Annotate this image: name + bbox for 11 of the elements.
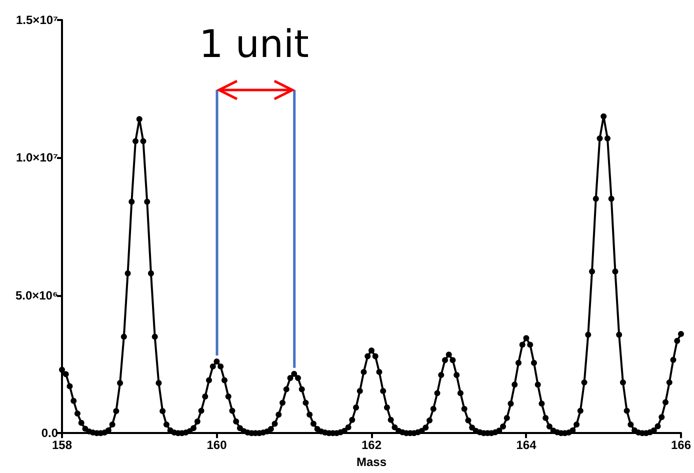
annotation: 1 unit bbox=[199, 22, 309, 66]
y-tick-label: 1.5×10⁷ bbox=[16, 13, 58, 27]
y-tick-label: 0.0 bbox=[41, 426, 58, 440]
x-tick-label: 158 bbox=[52, 438, 72, 452]
x-tick-label: 164 bbox=[516, 438, 537, 452]
x-tick-label: 160 bbox=[206, 438, 228, 452]
x-axis-title: Mass bbox=[356, 455, 387, 469]
x-tick-label: 162 bbox=[361, 438, 382, 452]
y-tick-label: 1.0×10⁷ bbox=[16, 150, 58, 165]
y-tick-label: 5.0×10⁶ bbox=[15, 288, 58, 302]
x-tick-label: 166 bbox=[670, 438, 692, 452]
